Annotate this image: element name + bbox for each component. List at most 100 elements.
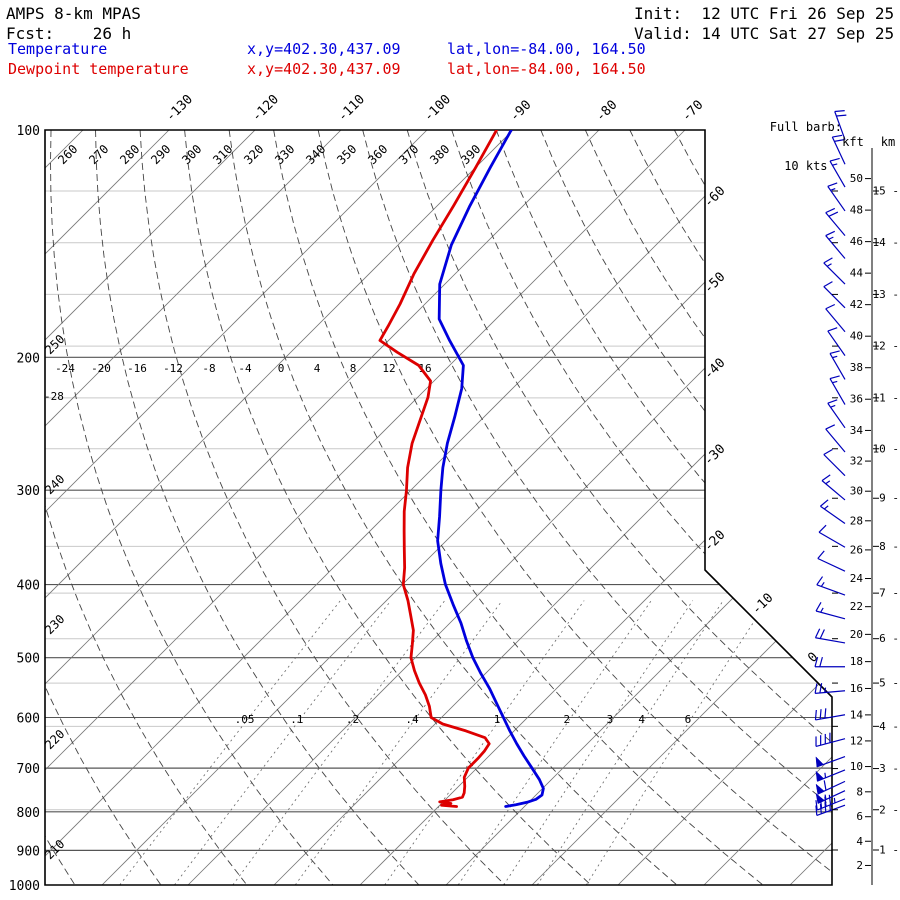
svg-text:-10: -10 [749, 591, 776, 618]
svg-text:700: 700 [17, 762, 40, 777]
svg-text:40: 40 [850, 330, 863, 343]
barb-note-line1: Full barb: [769, 120, 842, 134]
svg-text:16: 16 [850, 682, 863, 695]
svg-text:-90: -90 [507, 98, 534, 125]
svg-text:-120: -120 [249, 92, 282, 125]
svg-text:200: 200 [17, 351, 40, 366]
wind-barbs [814, 110, 847, 817]
svg-text:280: 280 [117, 142, 142, 167]
svg-text:-130: -130 [163, 92, 196, 125]
svg-text:-12: -12 [163, 362, 183, 375]
legend-temperature-xy: x,y=402.30,437.09 [247, 40, 401, 58]
svg-text:8: 8 [856, 785, 863, 798]
valid-time: Valid: 14 UTC Sat 27 Sep 25 [634, 24, 895, 43]
model-title: AMPS 8-km MPAS [6, 4, 141, 23]
barb-note-line2: 10 kts [784, 159, 828, 173]
svg-text:1 -: 1 - [879, 843, 899, 856]
init-time: Init: 12 UTC Fri 26 Sep 25 [634, 4, 895, 23]
svg-text:.4: .4 [405, 713, 419, 726]
svg-text:320: 320 [241, 142, 266, 167]
dewpoint-curve [378, 130, 499, 808]
svg-text:500: 500 [17, 652, 40, 667]
svg-text:400: 400 [17, 579, 40, 594]
svg-text:-110: -110 [335, 92, 368, 125]
svg-text:30: 30 [850, 485, 863, 498]
svg-text:100: 100 [17, 124, 40, 139]
svg-text:2: 2 [856, 859, 863, 872]
svg-text:46: 46 [850, 235, 863, 248]
sounding-curves [378, 130, 545, 808]
svg-text:6 -: 6 - [879, 632, 899, 645]
svg-text:6: 6 [685, 713, 692, 726]
svg-text:9 -: 9 - [879, 492, 899, 505]
svg-text:11 -: 11 - [873, 391, 900, 404]
svg-text:-70: -70 [679, 98, 706, 125]
svg-text:4 -: 4 - [879, 720, 899, 733]
svg-text:48: 48 [850, 204, 863, 217]
svg-text:14: 14 [850, 708, 864, 721]
svg-text:12: 12 [850, 734, 863, 747]
svg-text:0: 0 [805, 650, 821, 666]
svg-text:26: 26 [850, 543, 863, 556]
svg-text:330: 330 [272, 142, 297, 167]
svg-text:300: 300 [179, 142, 204, 167]
svg-text:260: 260 [55, 142, 80, 167]
legend-temperature-label: Temperature [8, 40, 108, 58]
svg-text:230: 230 [42, 612, 67, 637]
svg-text:10 -: 10 - [873, 442, 900, 455]
svg-text:kft: kft [842, 135, 864, 149]
svg-text:800: 800 [17, 806, 40, 821]
svg-text:36: 36 [850, 393, 863, 406]
svg-text:1: 1 [494, 713, 501, 726]
svg-text:44: 44 [850, 267, 864, 280]
svg-text:8 -: 8 - [879, 540, 899, 553]
forecast-hour: Fcst: 26 h [6, 24, 132, 43]
svg-text:.1: .1 [290, 713, 303, 726]
svg-text:360: 360 [365, 142, 390, 167]
svg-text:2 -: 2 - [879, 803, 899, 816]
svg-text:1000: 1000 [9, 879, 40, 894]
svg-text:km: km [881, 135, 895, 149]
svg-text:34: 34 [850, 424, 864, 437]
svg-text:600: 600 [17, 712, 40, 727]
temperature-curve [436, 130, 545, 808]
svg-text:6: 6 [856, 810, 863, 823]
svg-text:-80: -80 [593, 98, 620, 125]
svg-text:340: 340 [303, 142, 328, 167]
svg-text:900: 900 [17, 844, 40, 859]
barb-scale-note: Full barb: 10 kts [770, 95, 842, 199]
svg-text:42: 42 [850, 298, 863, 311]
svg-text:-8: -8 [202, 362, 215, 375]
svg-text:270: 270 [86, 142, 111, 167]
svg-text:50: 50 [850, 172, 863, 185]
svg-text:.2: .2 [346, 713, 359, 726]
svg-text:14 -: 14 - [873, 236, 900, 249]
grid-lines [45, 130, 832, 885]
svg-text:28: 28 [850, 514, 863, 527]
plot-border [44, 129, 833, 886]
svg-text:-28: -28 [44, 390, 64, 403]
svg-text:350: 350 [334, 142, 359, 167]
svg-text:18: 18 [850, 655, 863, 668]
legend-dewpoint-label: Dewpoint temperature [8, 60, 189, 78]
svg-text:300: 300 [17, 484, 40, 499]
legend-temperature-latlon: lat,lon=-84.00, 164.50 [447, 40, 646, 58]
svg-text:-100: -100 [421, 92, 454, 125]
svg-text:38: 38 [850, 361, 863, 374]
svg-text:2: 2 [563, 713, 570, 726]
svg-text:-4: -4 [238, 362, 252, 375]
svg-text:8: 8 [350, 362, 357, 375]
svg-text:-16: -16 [127, 362, 147, 375]
svg-text:3: 3 [607, 713, 614, 726]
svg-text:22: 22 [850, 600, 863, 613]
svg-text:220: 220 [42, 727, 67, 752]
svg-text:16: 16 [418, 362, 431, 375]
svg-text:12: 12 [382, 362, 395, 375]
svg-text:-20: -20 [91, 362, 111, 375]
svg-text:0: 0 [278, 362, 285, 375]
svg-text:.05: .05 [235, 713, 255, 726]
svg-text:380: 380 [427, 142, 452, 167]
